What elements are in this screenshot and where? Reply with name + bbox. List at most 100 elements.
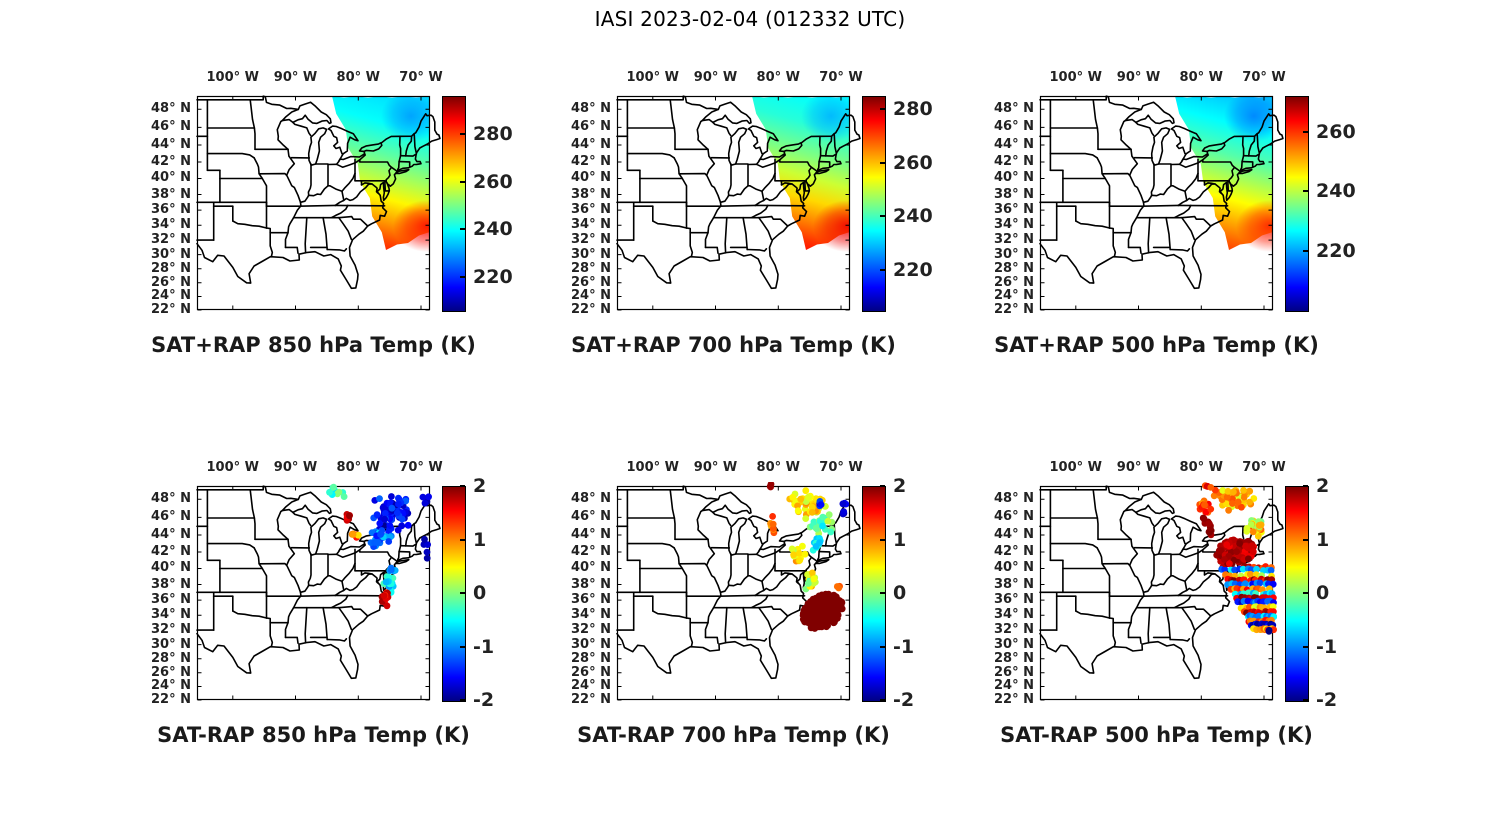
lat-tick-label: 48° N <box>994 491 1034 507</box>
colorbar-tick-label: 240 <box>473 218 513 241</box>
lat-tick-label: 28° N <box>571 260 611 276</box>
lat-tick-label: 30° N <box>151 636 191 652</box>
colorbar-tick <box>880 268 885 271</box>
colorbar-tick <box>460 538 465 541</box>
lat-tick-label: 38° N <box>571 576 611 592</box>
scatter-points <box>766 482 850 632</box>
lat-tick-label: 36° N <box>151 202 191 218</box>
lat-tick-label: 44° N <box>571 137 611 152</box>
colorbar-tick-label: 2 <box>893 475 907 497</box>
colorbar-tick <box>880 538 885 541</box>
axes-box <box>1039 95 1274 311</box>
lon-tick-label: 100° W <box>626 70 680 85</box>
lat-tick-label: 32° N <box>994 622 1034 638</box>
lat-tick-label: 34° N <box>151 217 191 233</box>
difference-map <box>616 482 861 701</box>
colorbar-tick <box>1303 699 1308 701</box>
lat-tick-label: 26° N <box>994 274 1034 290</box>
colorbar <box>1285 96 1309 312</box>
lat-tick-label: 38° N <box>994 186 1034 202</box>
colorbar-tick <box>460 275 465 278</box>
lat-tick-label: 24° N <box>571 678 611 694</box>
lat-tick-label: 40° N <box>571 170 611 186</box>
lat-tick-label: 44° N <box>994 137 1034 152</box>
colorbar <box>442 486 466 702</box>
lat-tick-label: 30° N <box>994 246 1034 262</box>
colorbar-tick-label: 2 <box>473 475 487 497</box>
lat-tick-label: 28° N <box>151 260 191 276</box>
lat-tick-label: 48° N <box>571 491 611 507</box>
lat-tick-label: 34° N <box>571 607 611 623</box>
lon-tick-label: 80° W <box>1179 70 1223 85</box>
lat-tick-label: 28° N <box>571 650 611 666</box>
colorbar-tick-label: 280 <box>473 123 513 146</box>
lon-tick-label: 100° W <box>206 460 260 475</box>
difference-map <box>1039 482 1284 701</box>
colorbar-tick-label: 0 <box>1316 582 1330 604</box>
satellite-swath <box>332 96 430 252</box>
lat-tick-label: 32° N <box>151 232 191 248</box>
lat-tick-label: 38° N <box>994 576 1034 592</box>
lon-tick-label: 100° W <box>206 70 260 85</box>
lat-tick-label: 42° N <box>994 544 1034 560</box>
colorbar-tick <box>880 161 885 164</box>
axes-box <box>196 95 431 311</box>
axis-ticks <box>1040 486 1273 701</box>
panel-title: SAT+RAP 700 hPa Temp (K) <box>571 333 896 358</box>
figure-title: IASI 2023-02-04 (012332 UTC) <box>594 7 906 31</box>
lat-tick-label: 42° N <box>151 154 191 170</box>
lat-tick-label: 28° N <box>994 650 1034 666</box>
colorbar-tick <box>460 645 465 648</box>
colorbar-tick <box>1303 645 1308 648</box>
axis-ticks <box>1040 96 1273 311</box>
colorbar-tick-label: 260 <box>893 151 933 174</box>
lat-tick-label: 22° N <box>994 692 1034 707</box>
difference-map <box>196 483 441 701</box>
panel-title: SAT+RAP 850 hPa Temp (K) <box>151 333 476 358</box>
colorbar-tick <box>460 133 465 136</box>
colorbar <box>862 486 886 702</box>
lat-tick-label: 24° N <box>994 288 1034 304</box>
lon-tick-label: 80° W <box>336 460 380 475</box>
lat-tick-label: 36° N <box>571 592 611 608</box>
colorbar-tick-label: 2 <box>1316 475 1330 497</box>
lat-tick-label: 34° N <box>994 217 1034 233</box>
lon-tick-label: 100° W <box>1049 460 1103 475</box>
lon-tick-label: 90° W <box>693 460 738 475</box>
colorbar-tick <box>880 108 885 111</box>
lat-tick-label: 30° N <box>994 636 1034 652</box>
lat-tick-label: 46° N <box>571 119 611 135</box>
scatter-points <box>326 483 432 610</box>
colorbar-tick-label: 240 <box>893 205 933 228</box>
colorbar <box>1285 486 1309 702</box>
lat-tick-label: 26° N <box>151 274 191 290</box>
lat-tick-label: 24° N <box>151 288 191 304</box>
lat-tick-label: 48° N <box>151 101 191 117</box>
lat-tick-label: 22° N <box>994 302 1034 317</box>
lat-tick-label: 40° N <box>994 560 1034 576</box>
colorbar-tick <box>1303 249 1308 252</box>
colorbar-tick <box>460 592 465 594</box>
lat-tick-label: 28° N <box>994 260 1034 276</box>
lat-tick-label: 22° N <box>571 692 611 707</box>
lat-tick-label: 22° N <box>151 302 191 317</box>
axes-box <box>616 95 851 311</box>
axis-ticks <box>197 96 430 311</box>
lat-tick-label: 44° N <box>151 527 191 542</box>
lat-tick-label: 46° N <box>571 509 611 525</box>
colorbar-tick <box>1303 130 1308 133</box>
colorbar-tick <box>460 485 465 487</box>
colorbar-tick-label: 240 <box>1316 180 1356 203</box>
lat-tick-label: 36° N <box>151 592 191 608</box>
colorbar-tick-label: 1 <box>1316 528 1330 551</box>
lon-tick-label: 80° W <box>756 70 800 85</box>
lon-tick-label: 70° W <box>819 70 863 85</box>
colorbar-tick <box>1303 538 1308 541</box>
lat-tick-label: 24° N <box>994 678 1034 694</box>
colorbar-tick-label: 0 <box>473 582 487 604</box>
lat-tick-label: 26° N <box>994 664 1034 680</box>
colorbar-tick-label: 280 <box>893 98 933 121</box>
colorbar-tick <box>880 645 885 648</box>
lon-tick-label: 90° W <box>693 70 738 85</box>
